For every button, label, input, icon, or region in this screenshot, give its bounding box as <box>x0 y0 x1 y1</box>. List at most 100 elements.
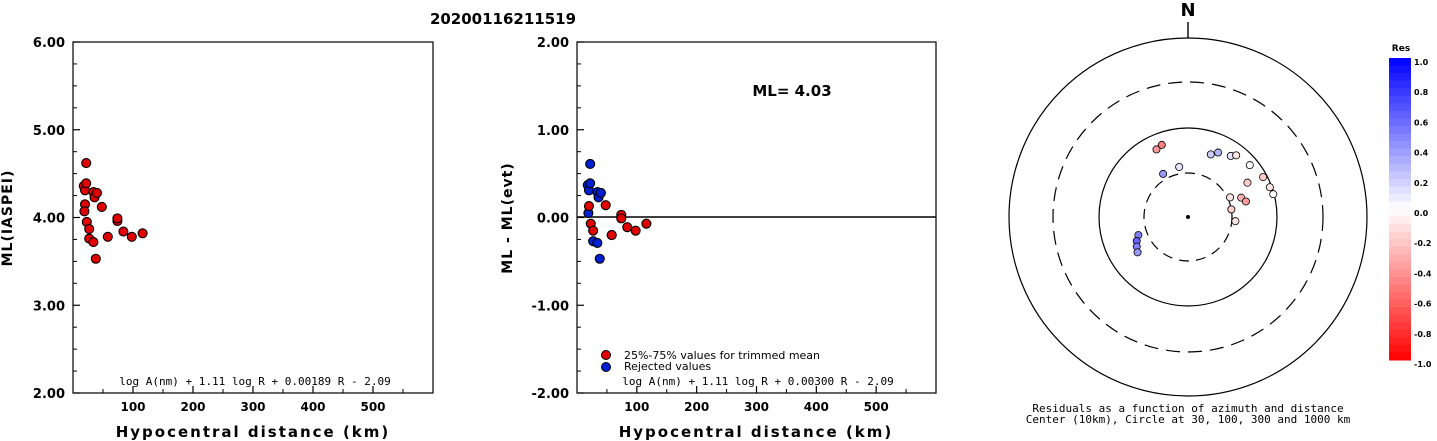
colorbar-tick-label: -0.4 <box>1414 269 1432 278</box>
figure-title: 20200116211519 <box>430 10 576 28</box>
colorbar-segment <box>1389 344 1411 353</box>
ml-point <box>90 253 101 264</box>
x-tick-label: 400 <box>804 400 829 414</box>
colorbar-segment <box>1389 125 1411 134</box>
used-point <box>588 225 599 236</box>
x-tick-label: 300 <box>744 400 769 414</box>
colorbar-segment <box>1389 299 1411 308</box>
series-ml-points <box>78 158 148 264</box>
ml-value-text: ML= 4.03 <box>752 82 831 100</box>
colorbar-tick-label: 0.4 <box>1414 149 1429 158</box>
colorbar-segment <box>1389 239 1411 248</box>
ml-point <box>81 158 92 169</box>
station-residual-marker <box>1206 150 1215 159</box>
legend-label-used: 25%-75% values for trimmed mean <box>624 349 820 362</box>
colorbar-tick-label: -0.8 <box>1414 330 1432 339</box>
panel-residual-map: N Residuals as a function of azimuth and… <box>1008 0 1432 426</box>
colorbar-segment <box>1389 201 1411 210</box>
station-residual-marker <box>1241 197 1250 206</box>
station-residual-marker <box>1152 145 1161 154</box>
y-tick-label: 3.00 <box>33 299 65 314</box>
colorbar: 1.0 0.8 0.6 0.4 0.2 0.0 -0.2 -0.4 -0.6 -0.8 -1.0 <box>1389 58 1432 369</box>
colorbar-segment <box>1389 110 1411 119</box>
epicenter-marker <box>1186 215 1190 219</box>
ml-point <box>102 231 113 242</box>
y-tick-label: -1.00 <box>532 299 569 314</box>
colorbar-segment <box>1389 231 1411 240</box>
colorbar-segment <box>1389 314 1411 323</box>
rejected-point <box>592 237 603 248</box>
x-tick-label: 300 <box>240 400 265 414</box>
y-axis-label: ML - ML(evt) <box>500 162 516 273</box>
colorbar-segment <box>1389 284 1411 293</box>
colorbar-segment <box>1389 269 1411 278</box>
x-tick-label: 400 <box>300 400 325 414</box>
ml-point <box>91 187 103 198</box>
colorbar-segment <box>1389 292 1411 301</box>
y-tick-label: 4.00 <box>33 212 65 227</box>
colorbar-tick-label: -0.2 <box>1414 239 1432 248</box>
colorbar-segment <box>1389 171 1411 180</box>
colorbar-segment <box>1389 337 1411 346</box>
colorbar-segment <box>1389 329 1411 338</box>
x-tick-label: 500 <box>864 400 889 414</box>
station-residual-marker <box>1232 151 1241 160</box>
series-residual-points <box>582 158 652 264</box>
colorbar-segment <box>1389 254 1411 263</box>
station-residual-marker <box>1227 205 1236 214</box>
station-residual-marker <box>1245 161 1254 170</box>
north-label: N <box>1180 0 1195 21</box>
colorbar-segment <box>1389 352 1411 361</box>
colorbar-segment <box>1389 141 1411 150</box>
station-residual-marker <box>1157 140 1166 149</box>
legend-marker-used <box>601 350 611 360</box>
ml-point <box>84 223 95 234</box>
ml-point <box>88 237 99 248</box>
used-point <box>622 222 633 233</box>
y-tick-label: 0.00 <box>537 212 569 227</box>
station-residual-marker <box>1159 169 1168 178</box>
ml-point <box>79 206 90 217</box>
colorbar-tick-label: 0.2 <box>1414 179 1428 188</box>
station-residual-marker <box>1259 173 1268 182</box>
used-point <box>630 225 641 236</box>
map-caption-line2: Center (10km), Circle at 30, 100, 300 an… <box>1026 413 1351 426</box>
ml-point <box>118 226 129 237</box>
colorbar-segment <box>1389 224 1411 233</box>
colorbar-segment <box>1389 261 1411 270</box>
panel-ml-iaspei: ML(IASPEI) Hypocentral distance (km) log… <box>0 41 434 441</box>
colorbar-segment <box>1389 73 1411 82</box>
colorbar-segment <box>1389 209 1411 218</box>
used-point <box>583 201 595 212</box>
y-axis-label: ML(IASPEI) <box>0 170 16 267</box>
colorbar-tick-label: 0.8 <box>1414 88 1429 97</box>
colorbar-segment <box>1389 186 1411 195</box>
formula-text: log A(nm) + 1.11 log R + 0.00300 R - 2.0… <box>622 375 894 388</box>
colorbar-segment <box>1389 80 1411 89</box>
station-residual-marker <box>1243 178 1252 187</box>
series-station-residuals <box>1132 140 1278 257</box>
circle-30km <box>1143 172 1233 262</box>
circle-300km <box>1052 81 1324 353</box>
colorbar-tick-label: -0.6 <box>1414 300 1432 309</box>
colorbar-tick-label: 1.0 <box>1414 58 1429 67</box>
used-point <box>641 218 652 229</box>
colorbar-tick-label: 0.0 <box>1414 209 1429 218</box>
colorbar-segment <box>1389 322 1411 331</box>
colorbar-segment <box>1389 178 1411 187</box>
colorbar-tick-label: -1.0 <box>1414 360 1432 369</box>
rejected-point <box>594 253 605 264</box>
y-tick-label: -2.00 <box>532 387 569 402</box>
y-tick-label: 2.00 <box>33 387 65 402</box>
x-axis-label: Hypocentral distance (km) <box>619 423 894 441</box>
colorbar-segment <box>1389 193 1411 202</box>
y-tick-label: 1.00 <box>537 124 569 139</box>
colorbar-title: Res <box>1392 44 1410 54</box>
colorbar-tick-label: 0.6 <box>1414 118 1429 127</box>
colorbar-segment <box>1389 276 1411 285</box>
y-tick-label: 5.00 <box>33 124 65 139</box>
station-residual-marker <box>1231 217 1240 226</box>
colorbar-segment <box>1389 65 1411 74</box>
colorbar-segment <box>1389 88 1411 97</box>
